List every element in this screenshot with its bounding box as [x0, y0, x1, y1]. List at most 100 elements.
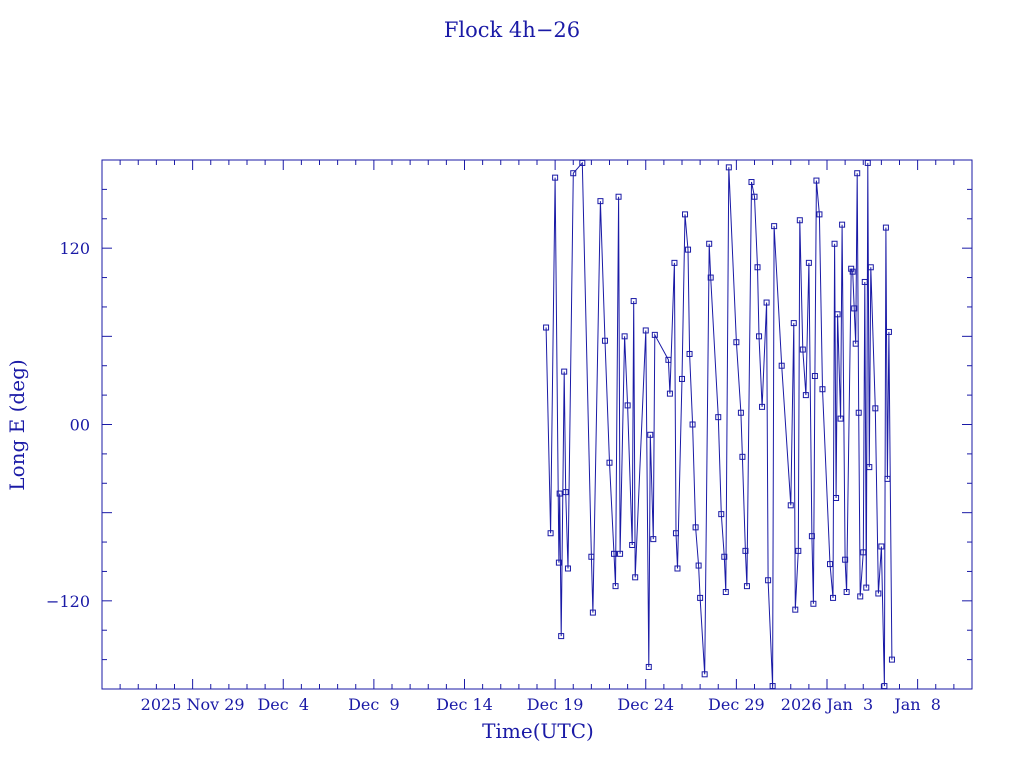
x-axis-label: Time(UTC) — [482, 719, 594, 743]
data-point — [686, 350, 693, 357]
data-point — [615, 193, 622, 200]
data-point — [843, 589, 850, 596]
data-point — [706, 240, 713, 247]
data-point — [754, 264, 761, 271]
data-point — [763, 299, 770, 306]
data-point — [759, 403, 766, 410]
series-lines — [545, 161, 893, 687]
data-point — [839, 221, 846, 228]
data-point — [629, 541, 636, 548]
data-point — [721, 553, 728, 560]
data-point — [857, 593, 864, 600]
data-point — [765, 577, 772, 584]
data-point — [756, 333, 763, 340]
data-point — [875, 590, 882, 597]
data-point — [872, 405, 879, 412]
axis-ticks — [102, 160, 972, 689]
data-point — [606, 459, 613, 466]
data-point — [617, 550, 624, 557]
data-point — [697, 594, 704, 601]
data-point — [842, 556, 849, 563]
data-point — [570, 170, 577, 177]
data-point — [579, 160, 586, 166]
y-axis-label: Long E (deg) — [5, 359, 29, 490]
data-point — [742, 547, 749, 554]
data-point — [778, 362, 785, 369]
data-point — [722, 589, 729, 596]
data-point — [867, 264, 874, 271]
data-point — [787, 502, 794, 509]
data-point — [624, 402, 631, 409]
data-point — [666, 390, 673, 397]
data-point — [562, 489, 569, 496]
y-tick-labels: −120 00 120 — [46, 239, 90, 611]
data-point — [611, 550, 618, 557]
data-point — [805, 259, 812, 266]
x-tick-label: Dec 9 — [348, 695, 400, 714]
data-point — [881, 683, 888, 689]
data-point — [851, 305, 858, 312]
data-point — [816, 211, 823, 218]
data-point — [650, 536, 657, 543]
series-line — [545, 161, 893, 687]
data-point — [849, 268, 856, 275]
data-point — [743, 583, 750, 590]
data-point — [695, 562, 702, 569]
data-point — [885, 328, 892, 335]
chart-title: Flock 4h−26 — [444, 18, 580, 42]
x-tick-label: Dec 29 — [708, 695, 765, 714]
data-point — [878, 543, 885, 550]
data-point — [795, 547, 802, 554]
data-point — [854, 170, 861, 177]
data-point — [692, 524, 699, 531]
data-point — [833, 494, 840, 501]
data-point — [882, 224, 889, 231]
data-point — [725, 164, 732, 171]
data-point — [645, 663, 652, 670]
data-point — [672, 530, 679, 537]
x-tick-label: Dec 14 — [436, 695, 493, 714]
data-point — [831, 240, 838, 247]
data-point — [601, 337, 608, 344]
x-tick-labels: 2025 Nov 29 Dec 4 Dec 9 Dec 14 Dec 19 Dec 24 D… — [141, 695, 941, 714]
data-point — [888, 656, 895, 663]
data-point — [813, 177, 820, 184]
x-tick-label: Dec 24 — [617, 695, 674, 714]
data-point — [651, 331, 658, 338]
data-point — [864, 160, 871, 166]
data-point — [612, 583, 619, 590]
y-tick-label: 00 — [70, 416, 90, 435]
data-point — [547, 530, 554, 537]
data-point — [796, 217, 803, 224]
data-point — [810, 600, 817, 607]
data-point — [707, 274, 714, 281]
x-tick-label: Jan 8 — [892, 695, 941, 714]
data-point — [811, 373, 818, 380]
data-point — [715, 414, 722, 421]
data-point — [682, 211, 689, 218]
data-point — [689, 421, 696, 428]
data-point — [751, 193, 758, 200]
data-point — [665, 356, 672, 363]
data-point — [701, 671, 708, 678]
data-point — [597, 198, 604, 205]
data-point — [647, 431, 654, 438]
data-point — [556, 490, 563, 497]
data-markers — [543, 160, 895, 689]
data-point — [827, 561, 834, 568]
y-tick-label: 120 — [59, 239, 90, 258]
data-point — [855, 409, 862, 416]
data-point — [564, 565, 571, 572]
data-point — [866, 464, 873, 471]
data-point — [737, 409, 744, 416]
data-point — [739, 453, 746, 460]
data-point — [834, 311, 841, 318]
data-point — [543, 324, 550, 331]
data-point — [799, 346, 806, 353]
data-point — [588, 553, 595, 560]
data-point — [771, 223, 778, 230]
data-point — [769, 683, 776, 689]
x-tick-label: Dec 19 — [527, 695, 584, 714]
data-point — [790, 320, 797, 327]
